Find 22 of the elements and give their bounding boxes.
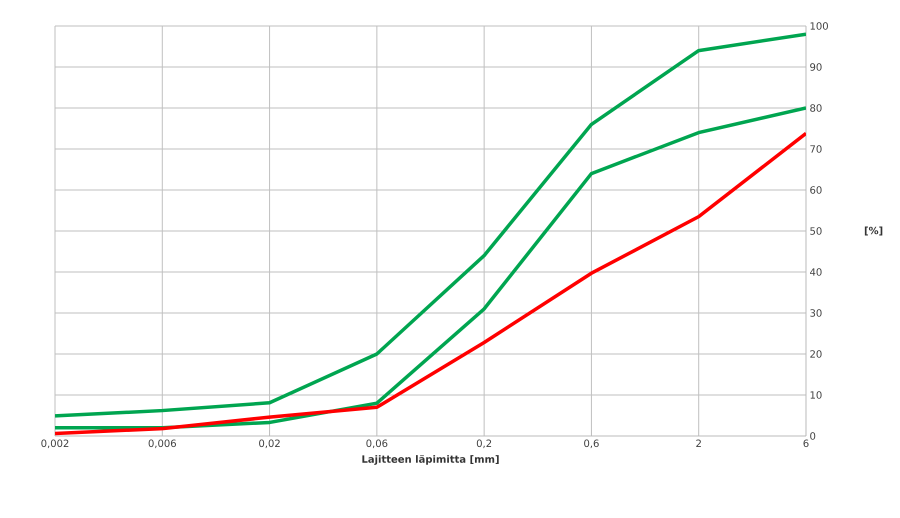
y-tick-label: 10 [810,391,822,399]
y-tick-label: 60 [810,186,822,194]
x-tick-label: 0,006 [148,440,176,448]
x-tick-label: 2 [696,440,701,447]
y-tick-label: 90 [810,63,822,71]
x-tick-label: 0,6 [584,440,599,448]
y-tick-label: 40 [810,268,822,276]
y-tick-label: 100 [810,22,828,30]
x-tick-label: 0,002 [41,440,68,448]
x-axis-title: Lajitteen läpimitta [mm] [362,454,499,465]
x-tick-label: 0,2 [476,440,492,448]
y-axis-title: [%] [864,226,882,236]
y-tick-label: 70 [810,145,822,153]
x-tick-label: 0,02 [259,440,280,448]
y-tick-label: 50 [810,227,822,235]
line-series [55,32,806,418]
y-tick-label: 30 [810,309,822,317]
x-tick-label: 6 [804,440,809,448]
y-tick-label: 20 [810,350,822,358]
x-tick-label: 0,06 [366,440,388,448]
y-tick-label: 0 [810,432,816,440]
y-tick-label: 80 [810,104,822,112]
